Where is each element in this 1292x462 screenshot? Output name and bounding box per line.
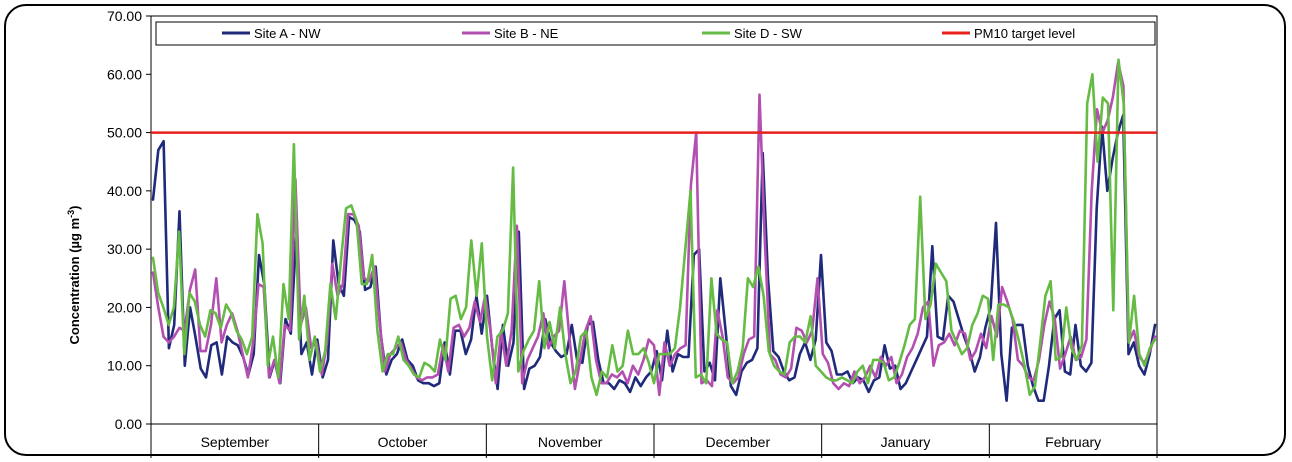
series-layer: [151, 58, 1157, 403]
y-axis-label: Concentration (µg m-3): [66, 205, 82, 344]
series-line-site-b-ne: [151, 61, 1157, 397]
y-tick-label: 70.00: [107, 8, 142, 24]
x-category-label: January: [881, 434, 931, 450]
y-tick-label: 10.00: [107, 358, 142, 374]
series-line-site-a-nw: [151, 113, 1157, 403]
x-category-label: November: [538, 434, 603, 450]
y-tick-label: 30.00: [107, 241, 142, 257]
x-category-label: September: [201, 434, 270, 450]
y-tick-label: 0.00: [115, 416, 142, 432]
legend-label: Site D - SW: [734, 26, 803, 41]
x-category-label: October: [378, 434, 428, 450]
x-category-label: February: [1045, 434, 1101, 450]
y-tick-label: 20.00: [107, 299, 142, 315]
y-tick-label: 50.00: [107, 125, 142, 141]
series-line-site-d-sw: [151, 58, 1157, 397]
legend-box: [155, 21, 1156, 46]
legend: Site A - NW Site B - NE Site D - SW PM10 ta…: [155, 21, 1156, 46]
x-category-label: December: [706, 434, 771, 450]
legend-label: PM10 target level: [974, 26, 1075, 41]
y-tick-label: 60.00: [107, 66, 142, 82]
legend-label: Site B - NE: [494, 26, 559, 41]
y-tick-label: 40.00: [107, 183, 142, 199]
legend-label: Site A - NW: [254, 26, 321, 41]
